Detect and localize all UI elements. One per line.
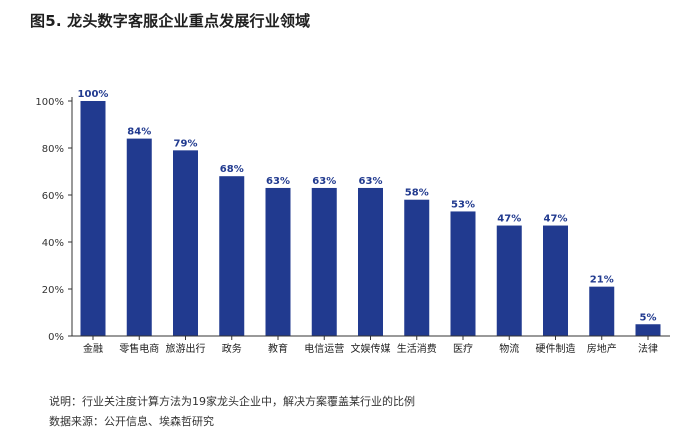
x-tick-label: 政务 — [222, 342, 242, 355]
y-tick-label: 0% — [48, 332, 64, 343]
bar-value-label: 47% — [497, 214, 521, 225]
bar-value-label: 63% — [359, 176, 383, 187]
x-tick-label: 法律 — [638, 342, 658, 355]
x-tick-label: 教育 — [268, 342, 288, 355]
x-tick-label: 零售电商 — [119, 342, 159, 355]
bar — [589, 286, 615, 336]
bar — [265, 187, 291, 336]
bar-value-label: 63% — [266, 176, 290, 187]
x-axis: 金融 零售电商 旅游出行 政务 教育 电信运营 文娱传媒 生活消费 医疗 物流 硬件制造 房地产 法律 — [72, 335, 670, 355]
explanation-note: 说明：行业关注度计算方法为19家龙头企业中，解决方案覆盖某行业的比例 — [49, 395, 415, 408]
bar — [173, 150, 198, 336]
bar — [358, 187, 383, 336]
bar — [635, 324, 661, 336]
y-tick-label: 20% — [42, 285, 64, 296]
bar-value-label: 68% — [220, 164, 244, 175]
bars: 100% 84% 79% 68% 63% 63% 63% 58% 53% 47% 47% 21% 5% — [78, 89, 661, 336]
bar-value-label: 5% — [640, 312, 657, 323]
x-tick-label: 金融 — [83, 342, 103, 355]
x-tick-label: 生活消费 — [397, 342, 437, 355]
bar-value-label: 47% — [544, 214, 568, 225]
bar — [496, 225, 522, 336]
bar-value-label: 79% — [174, 138, 198, 149]
y-axis: 0% 20% 40% 60% 80% 100% — [35, 97, 73, 343]
bar — [126, 138, 152, 336]
bar — [404, 199, 430, 336]
source-note: 数据来源：公开信息、埃森哲研究 — [49, 415, 214, 428]
x-tick-label: 房地产 — [587, 342, 617, 355]
bar — [311, 187, 337, 336]
x-tick-label: 硬件制造 — [536, 342, 576, 355]
x-tick-label: 医疗 — [453, 342, 473, 355]
x-tick-label: 旅游出行 — [166, 342, 206, 355]
y-tick-label: 60% — [42, 191, 64, 202]
y-tick-label: 40% — [42, 238, 64, 249]
bar — [80, 101, 106, 336]
bar-value-label: 21% — [590, 275, 614, 286]
bar — [450, 211, 476, 336]
bar — [543, 225, 568, 336]
x-tick-label: 文娱传媒 — [351, 342, 391, 355]
x-tick-label: 物流 — [499, 342, 519, 355]
chart-title: 图5. 龙头数字客服企业重点发展行业领域 — [30, 12, 311, 30]
bar-value-label: 58% — [405, 188, 429, 199]
bar-value-label: 84% — [127, 127, 151, 138]
y-tick-label: 80% — [42, 144, 64, 155]
bar-value-label: 53% — [451, 199, 475, 210]
bar-value-label: 100% — [78, 89, 109, 100]
bar-value-label: 63% — [312, 176, 336, 187]
x-tick-label: 电信运营 — [304, 342, 344, 355]
bar — [219, 176, 245, 336]
y-tick-label: 100% — [35, 97, 64, 108]
